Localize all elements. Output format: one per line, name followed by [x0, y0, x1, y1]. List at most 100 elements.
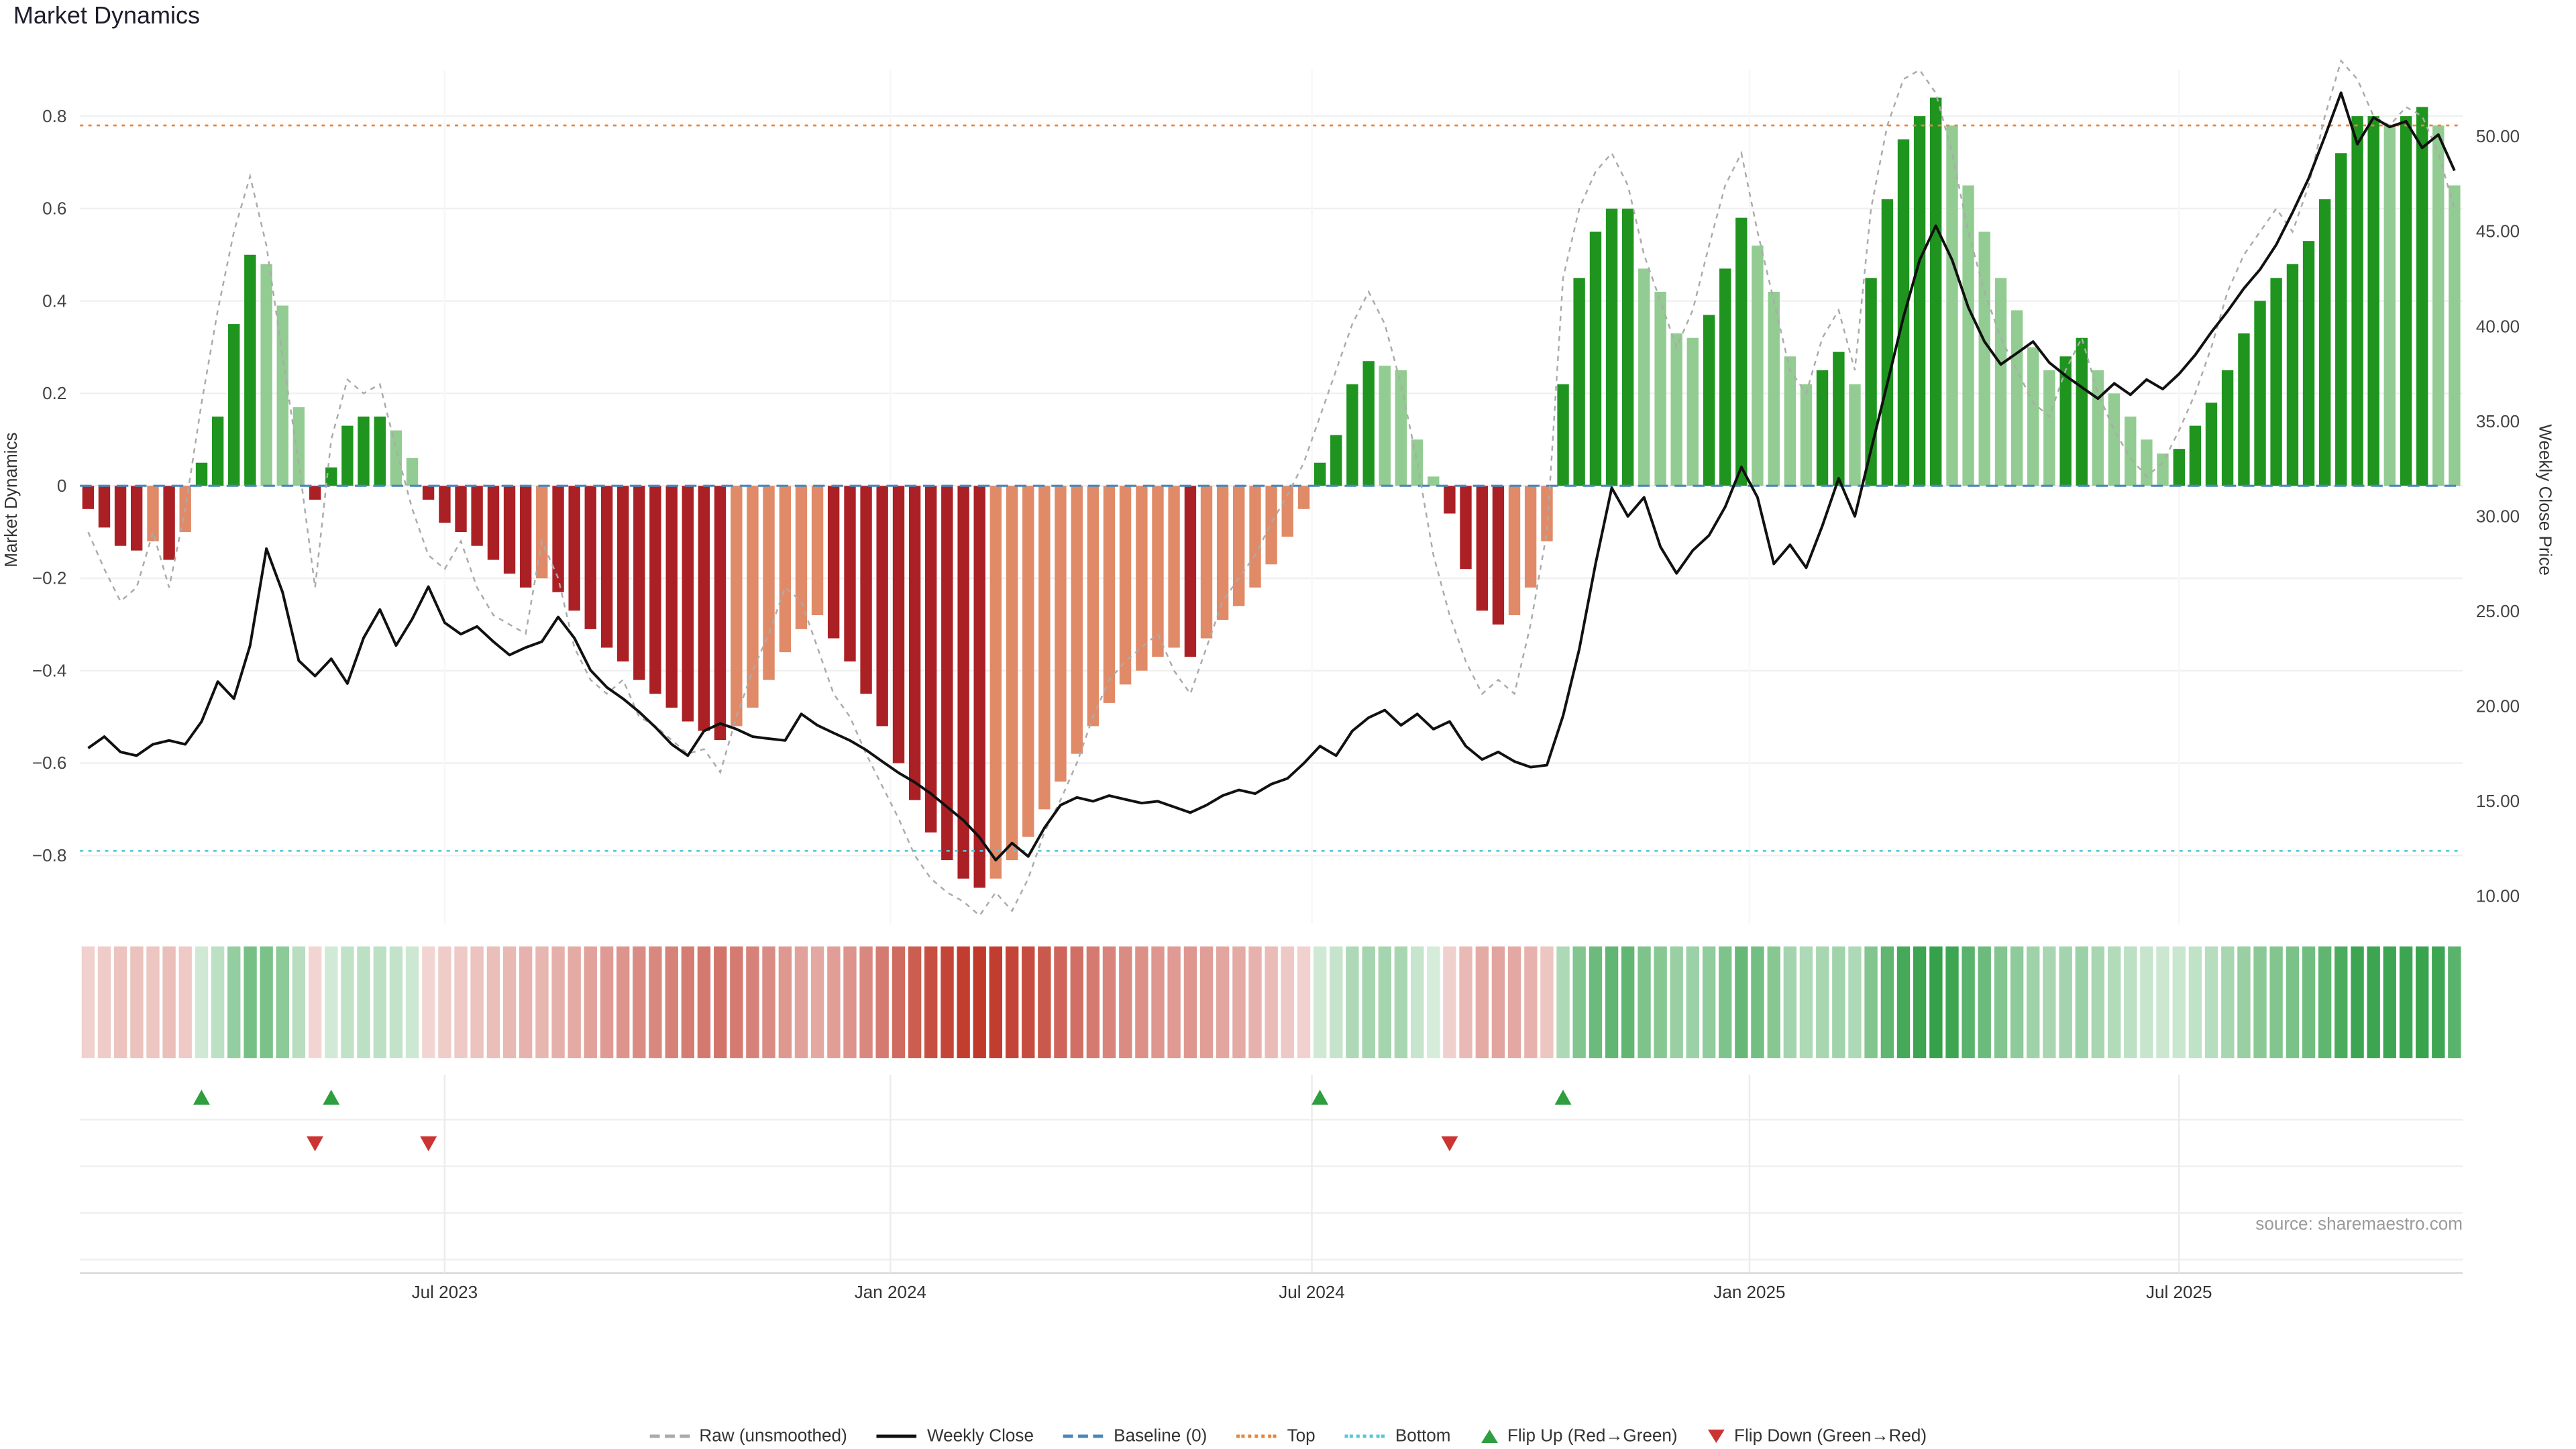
- dynamics-bar: [2092, 370, 2104, 486]
- legend-item-flip-up[interactable]: Flip Up (Red→Green): [1481, 1426, 1678, 1446]
- heatmap-cell: [2172, 946, 2186, 1059]
- heatmap-cell: [908, 946, 922, 1059]
- heatmap-cell: [1394, 946, 1408, 1059]
- heatmap-cell: [2140, 946, 2153, 1059]
- heatmap-cell: [2091, 946, 2105, 1059]
- dynamics-bar: [1541, 486, 1553, 541]
- dynamics-bar: [2335, 153, 2347, 486]
- heatmap-cell: [2432, 946, 2445, 1059]
- heatmap-cell: [1183, 946, 1197, 1059]
- dynamics-bar: [1103, 486, 1116, 703]
- heatmap-cell: [1151, 946, 1165, 1059]
- heatmap-cell: [178, 946, 192, 1059]
- dynamics-bar: [1428, 476, 1440, 486]
- dynamics-bar: [1703, 315, 1715, 486]
- heatmap-cell: [794, 946, 808, 1059]
- heatmap-cell: [389, 946, 403, 1059]
- raw-unsmoothed-line: [87, 59, 2456, 917]
- dynamics-bar: [1573, 278, 1585, 486]
- heatmap-cell: [470, 946, 484, 1059]
- dynamics-bar: [2351, 116, 2363, 486]
- heatmap-cell: [1638, 946, 1651, 1059]
- dynamics-bar: [2173, 449, 2186, 486]
- dynamics-bar: [1784, 356, 1796, 486]
- heatmap-cell: [2334, 946, 2348, 1059]
- legend-item-top[interactable]: Top: [1237, 1426, 1316, 1446]
- heatmap-cell: [1913, 946, 1927, 1059]
- weekly-close-line: [87, 91, 2456, 862]
- heatmap-cell: [2237, 946, 2251, 1059]
- dynamics-bar: [422, 486, 435, 500]
- flip-up-marker: [1554, 1089, 1572, 1105]
- heatmap-cell: [1119, 946, 1132, 1059]
- dynamics-bar: [844, 486, 856, 662]
- heatmap-cell: [1167, 946, 1181, 1059]
- heatmap-cell: [2269, 946, 2283, 1059]
- heatmap-cell: [1896, 946, 1911, 1059]
- heatmap-cell: [502, 946, 517, 1059]
- dynamics-bar: [503, 486, 516, 574]
- heatmap-cell: [892, 946, 906, 1059]
- dynamics-bar: [1524, 486, 1537, 588]
- flip-up-marker: [193, 1089, 210, 1105]
- legend-item-raw[interactable]: Raw (unsmoothed): [649, 1426, 847, 1446]
- dynamics-bar: [1362, 361, 1375, 486]
- heatmap-cell: [260, 946, 273, 1059]
- dynamics-bar: [941, 486, 953, 861]
- legend-item-baseline[interactable]: Baseline (0): [1063, 1426, 1208, 1446]
- heatmap-cell: [1654, 946, 1667, 1059]
- heatmap-cell: [113, 946, 127, 1059]
- dynamics-bar: [2400, 116, 2412, 486]
- y-axis-tick-left: 0.6: [42, 199, 66, 219]
- dynamics-bar: [1881, 199, 1894, 486]
- x-axis-tick: Jul 2023: [412, 1282, 478, 1302]
- legend-item-weekly-close[interactable]: Weekly Close: [877, 1426, 1034, 1446]
- dynamics-bar: [390, 430, 402, 486]
- legend-item-bottom[interactable]: Bottom: [1345, 1426, 1450, 1446]
- heatmap-cell: [1378, 946, 1391, 1059]
- heatmap-cell: [1281, 946, 1294, 1059]
- heatmap-cell: [1524, 946, 1538, 1059]
- dynamics-bar: [98, 486, 111, 528]
- dynamics-bar: [876, 486, 888, 727]
- heatmap-cell: [1702, 946, 1716, 1059]
- dynamics-bar: [2125, 416, 2137, 486]
- dynamics-bar: [1313, 462, 1326, 486]
- heatmap-cell: [1864, 946, 1878, 1059]
- heatmap-cell: [1265, 946, 1278, 1059]
- heatmap-cell: [762, 946, 775, 1059]
- dynamics-bar: [1638, 268, 1650, 486]
- dynamics-bar: [2010, 310, 2023, 486]
- dynamics-bar: [2416, 107, 2428, 486]
- legend-item-flip-down[interactable]: Flip Down (Green→Red): [1707, 1426, 1927, 1446]
- dynamics-bar: [1055, 486, 1067, 782]
- heatmap-cell: [1297, 946, 1311, 1059]
- heatmap-cell: [454, 946, 468, 1059]
- heatmap-cell: [1475, 946, 1489, 1059]
- heatmap-cell: [227, 946, 241, 1059]
- dynamics-bar: [584, 486, 596, 629]
- heatmap-cell: [1459, 946, 1472, 1059]
- heatmap-cell: [1507, 946, 1521, 1059]
- heatmap-cell: [1362, 946, 1375, 1059]
- heatmap-cell: [486, 946, 500, 1059]
- heatmap-cell: [616, 946, 630, 1059]
- heatmap-cell: [1686, 946, 1699, 1059]
- dynamics-bar: [633, 486, 645, 680]
- y-axis-tick-right: 10.00: [2476, 886, 2520, 906]
- heatmap-cell: [1799, 946, 1813, 1059]
- legend-label-top: Top: [1287, 1426, 1316, 1446]
- heatmap-cell: [778, 946, 792, 1059]
- dynamics-bar: [779, 486, 792, 653]
- heatmap-cell: [373, 946, 386, 1059]
- heatmap-cell: [843, 946, 857, 1059]
- heatmap-cell: [1556, 946, 1570, 1059]
- heatmap-cell: [1572, 946, 1586, 1059]
- y-axis-tick-left: 0: [57, 476, 67, 496]
- dynamics-bar: [698, 486, 710, 731]
- y-axis-tick-left: −0.2: [32, 568, 66, 588]
- dynamics-bar: [1200, 486, 1213, 639]
- top-line-swatch-icon: [1237, 1434, 1277, 1438]
- legend-label-baseline: Baseline (0): [1114, 1426, 1208, 1446]
- heatmap-cell: [1491, 946, 1505, 1059]
